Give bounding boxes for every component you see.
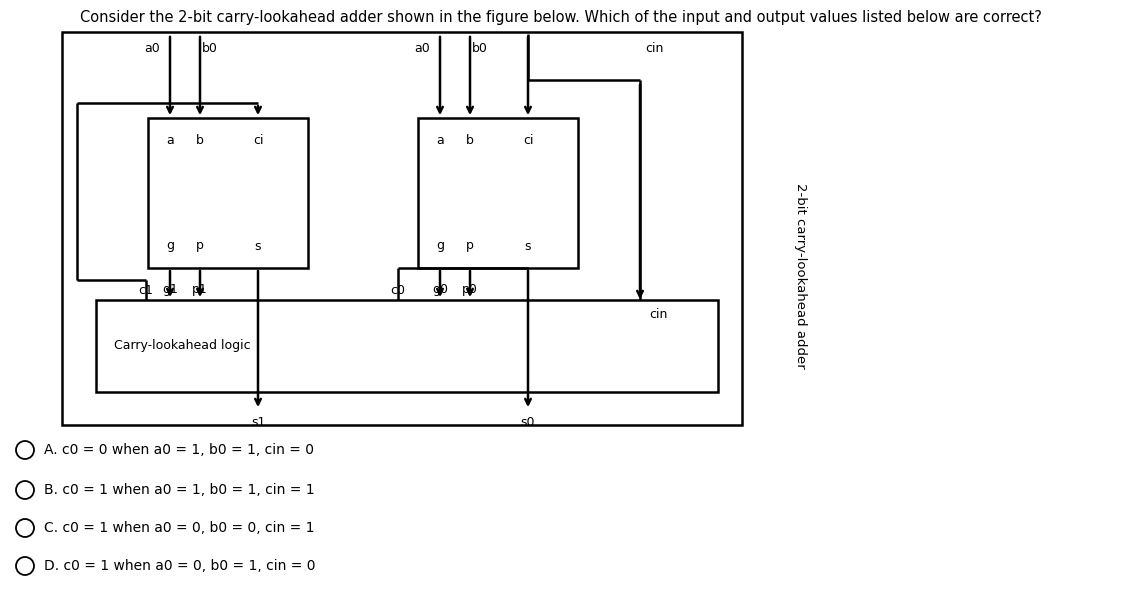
Text: g: g: [166, 240, 174, 253]
Text: g0: g0: [432, 284, 448, 297]
Text: g: g: [436, 240, 444, 253]
Text: p0: p0: [462, 284, 478, 297]
Text: b0: b0: [202, 41, 217, 54]
Bar: [62, 32, 742, 425]
Text: s: s: [254, 240, 261, 253]
Text: c1: c1: [139, 284, 154, 297]
Text: a: a: [166, 134, 174, 146]
Text: D. c0 = 1 when a0 = 0, b0 = 1, cin = 0: D. c0 = 1 when a0 = 0, b0 = 1, cin = 0: [44, 559, 315, 573]
Text: s0: s0: [521, 416, 535, 429]
Text: Consider the 2-bit carry-lookahead adder shown in the figure below. Which of the: Consider the 2-bit carry-lookahead adder…: [80, 10, 1041, 25]
Text: p1: p1: [192, 284, 207, 297]
Text: p: p: [196, 240, 204, 253]
Text: 2-bit carry-lookahead adder: 2-bit carry-lookahead adder: [794, 183, 806, 369]
Text: cin: cin: [649, 308, 667, 321]
Text: c0: c0: [390, 284, 406, 297]
Bar: [96, 300, 717, 392]
Text: p: p: [466, 240, 474, 253]
Text: ci: ci: [522, 134, 534, 146]
Bar: [148, 118, 308, 268]
Bar: [418, 118, 578, 268]
Text: a0: a0: [415, 41, 430, 54]
Text: Carry-lookahead logic: Carry-lookahead logic: [114, 339, 251, 352]
Text: a: a: [436, 134, 444, 146]
Text: s1: s1: [251, 416, 266, 429]
Text: b: b: [466, 134, 474, 146]
Text: b0: b0: [472, 41, 488, 54]
Text: ci: ci: [252, 134, 263, 146]
Text: g1: g1: [163, 284, 178, 297]
Text: a0: a0: [145, 41, 160, 54]
Text: s: s: [525, 240, 531, 253]
Text: C. c0 = 1 when a0 = 0, b0 = 0, cin = 1: C. c0 = 1 when a0 = 0, b0 = 0, cin = 1: [44, 521, 315, 535]
Text: A. c0 = 0 when a0 = 1, b0 = 1, cin = 0: A. c0 = 0 when a0 = 1, b0 = 1, cin = 0: [44, 443, 314, 457]
Text: cin: cin: [645, 41, 664, 54]
Text: B. c0 = 1 when a0 = 1, b0 = 1, cin = 1: B. c0 = 1 when a0 = 1, b0 = 1, cin = 1: [44, 483, 315, 497]
Text: b: b: [196, 134, 204, 146]
